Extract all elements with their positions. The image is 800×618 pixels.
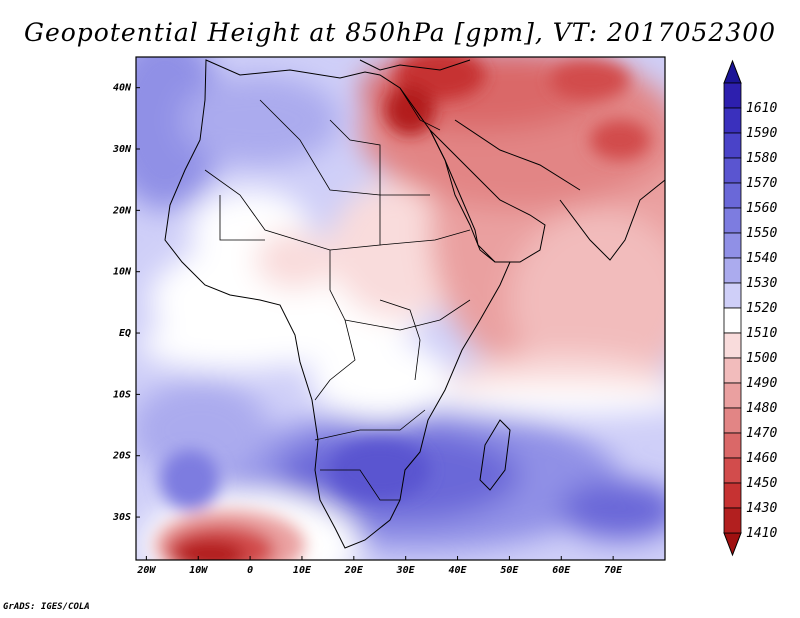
colorbar-label: 1580 <box>746 151 777 166</box>
colorbar-swatch <box>723 132 742 159</box>
colorbar-label: 1510 <box>746 326 777 341</box>
lat-tick-label: 20S <box>112 451 131 462</box>
colorbar-label: 1490 <box>746 376 777 391</box>
lon-tick-label: 20W <box>136 565 156 576</box>
geopotential-field <box>136 57 665 560</box>
lon-tick-label: 20E <box>344 565 364 576</box>
colorbar-swatch <box>723 382 742 409</box>
colorbar-swatch <box>723 482 742 509</box>
arabia-coastline <box>429 129 546 263</box>
colorbar-swatch <box>723 157 742 184</box>
colorbar-swatch <box>723 182 742 209</box>
colorbar-bottom-arrow <box>723 532 742 557</box>
colorbar-label: 1540 <box>746 251 777 266</box>
chart-title: Geopotential Height at 850hPa [gpm], VT:… <box>23 18 777 47</box>
country-borders <box>204 87 471 501</box>
colorbar-swatch <box>723 307 742 334</box>
colorbar-swatch <box>723 82 742 109</box>
colorbar-label: 1460 <box>746 451 777 466</box>
lat-tick-label: 10N <box>113 267 132 278</box>
colorbar-swatch <box>723 232 742 259</box>
colorbar-label: 1530 <box>746 276 777 291</box>
persia-coastline <box>454 119 581 191</box>
colorbar-swatch <box>723 257 742 284</box>
colorbar-label: 1570 <box>746 176 777 191</box>
colorbar: 1610 1590 1580 1570 1560 1550 1540 1530 1520 1510… <box>723 59 777 557</box>
india-coastline <box>559 179 665 261</box>
lon-tick-label: 0 <box>247 565 253 576</box>
lon-tick-label: 10E <box>293 565 312 576</box>
colorbar-swatch <box>723 457 742 484</box>
colorbar-swatch <box>723 107 742 134</box>
plot-frame <box>135 56 666 561</box>
lat-tick-label: 20N <box>112 205 132 216</box>
lat-tick-label: 30N <box>112 144 132 155</box>
lat-tick-label: 10S <box>113 389 131 400</box>
colorbar-label: 1520 <box>746 301 777 316</box>
footer-credit: GrADS: IGES/COLA <box>3 602 90 612</box>
colorbar-label: 1590 <box>746 126 777 141</box>
colorbar-top-arrow <box>723 59 742 84</box>
colorbar-label: 1450 <box>746 476 777 491</box>
colorbar-swatch <box>723 207 742 234</box>
lon-tick-label: 60E <box>552 565 571 576</box>
colorbar-swatch <box>723 282 742 309</box>
colorbar-swatch <box>723 432 742 459</box>
lon-tick-label: 10W <box>189 565 208 576</box>
colorbar-label: 1470 <box>746 426 777 441</box>
coastlines <box>164 59 665 549</box>
colorbar-label: 1550 <box>746 226 777 241</box>
colorbar-label: 1500 <box>746 351 777 366</box>
colorbar-label: 1410 <box>746 526 777 541</box>
lon-axis: 20W 10W 0 10E 20E 30E 40E 50E 60E 70E <box>136 556 623 576</box>
lat-tick-label: EQ <box>119 328 131 339</box>
colorbar-label: 1430 <box>746 501 777 516</box>
lon-tick-label: 30E <box>396 565 416 576</box>
colorbar-swatch <box>723 332 742 359</box>
lat-axis: 40N 30N 20N 10N EQ 10S 20S 30S <box>112 83 140 523</box>
colorbar-swatch <box>723 357 742 384</box>
colorbar-label: 1560 <box>746 201 777 216</box>
colorbar-swatch <box>723 407 742 434</box>
europe-coastline <box>359 59 471 71</box>
colorbar-label: 1480 <box>746 401 777 416</box>
lon-tick-label: 70E <box>604 565 623 576</box>
lat-tick-label: 30S <box>112 512 131 523</box>
lon-tick-label: 50E <box>500 565 519 576</box>
colorbar-swatch <box>723 507 742 534</box>
lat-tick-label: 40N <box>113 83 132 94</box>
lon-tick-label: 40E <box>449 565 468 576</box>
madagascar-coastline <box>479 419 511 491</box>
colorbar-label: 1610 <box>746 101 777 116</box>
